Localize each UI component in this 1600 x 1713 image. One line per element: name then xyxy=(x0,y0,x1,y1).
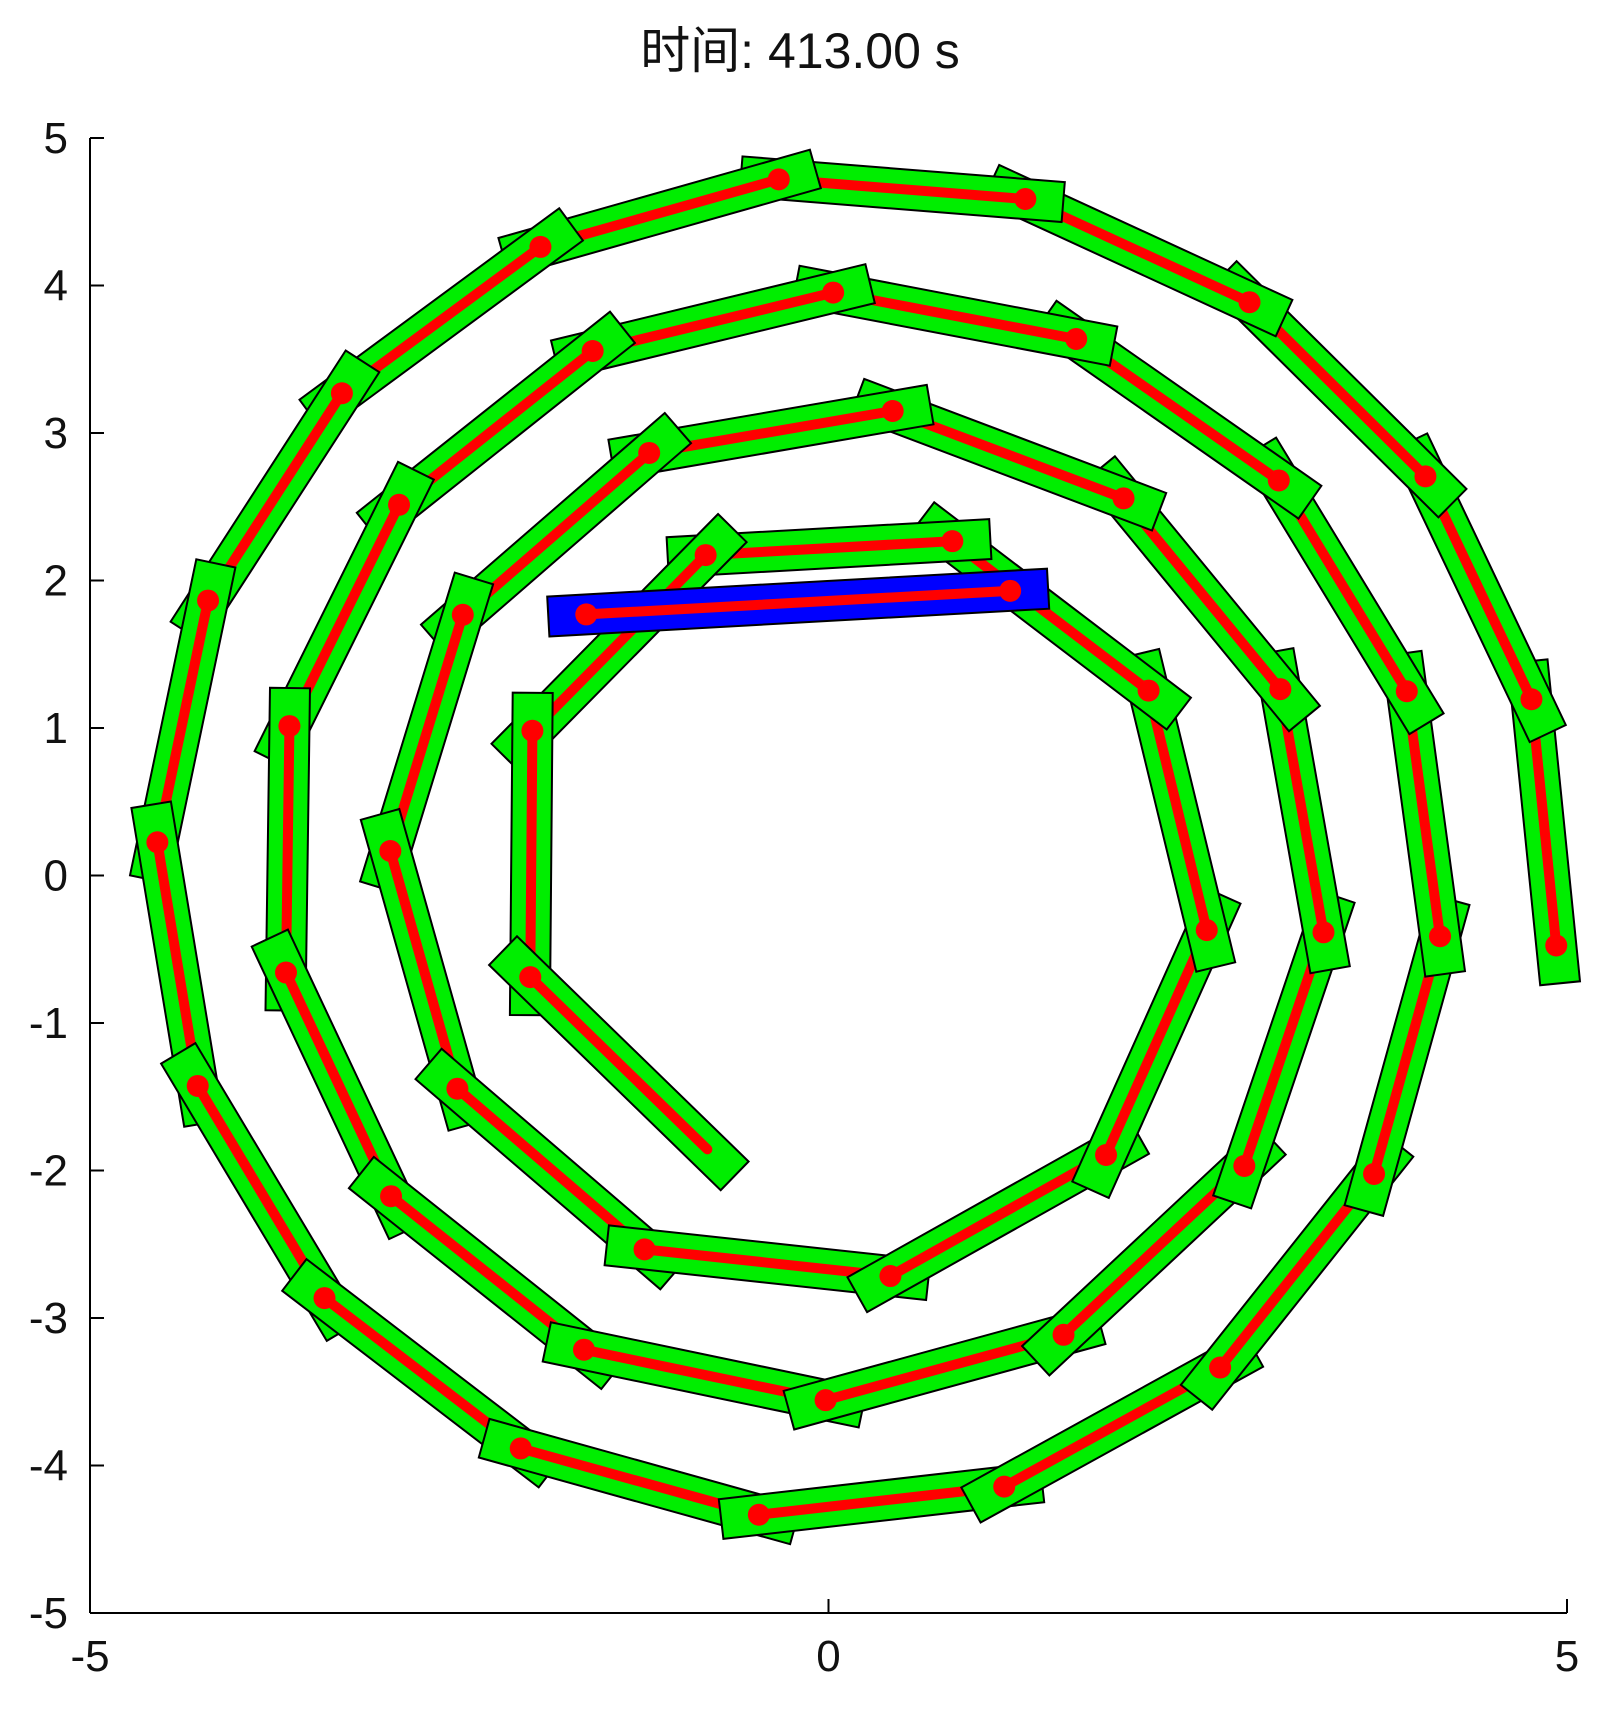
hinge-point xyxy=(814,1389,837,1412)
hinge-point xyxy=(1520,688,1543,711)
y-tick-label: -5 xyxy=(29,1589,68,1638)
hinge-point xyxy=(575,603,598,626)
body-segment-centerline xyxy=(385,845,463,1094)
hinge-point xyxy=(278,715,301,738)
hinge-point xyxy=(509,1437,532,1460)
body-segment-centerline xyxy=(644,406,898,458)
body-segment xyxy=(490,512,749,774)
hinge-point xyxy=(881,400,904,423)
hinge-point xyxy=(1363,1162,1386,1185)
hinge-point xyxy=(1429,925,1452,948)
hinge-point xyxy=(521,719,544,742)
head-segment-centerline xyxy=(581,585,1016,620)
y-ticks: 5 4 3 2 1 0 -1 -2 -3 -4 -5 xyxy=(29,114,104,1638)
y-tick-label: -4 xyxy=(29,1442,68,1491)
hinge-point xyxy=(330,382,353,405)
hinge-point xyxy=(638,441,661,464)
body-segment-centerline xyxy=(525,725,538,983)
hinge-point xyxy=(993,1475,1016,1498)
head-hinge-point xyxy=(999,579,1022,602)
hinge-point xyxy=(1545,934,1568,957)
body-segment-centerline xyxy=(639,1244,896,1282)
hinge-point xyxy=(767,168,790,191)
hinge-point xyxy=(380,1185,403,1208)
hinge-point xyxy=(446,1077,469,1100)
chain-segments xyxy=(128,148,1582,1546)
hinge-point xyxy=(1112,487,1135,510)
hinge-point xyxy=(197,589,220,612)
hinge-point xyxy=(388,493,411,516)
hinge-point xyxy=(1095,1143,1118,1166)
chart-title: 时间: 413.00 s xyxy=(640,23,960,79)
x-tick-label: -5 xyxy=(70,1632,109,1681)
hinge-point xyxy=(1238,291,1261,314)
body-segment-centerline xyxy=(947,536,1154,696)
hinge-point xyxy=(694,544,717,567)
body-segment-centerline xyxy=(1143,685,1212,936)
y-tick-label: 3 xyxy=(44,409,68,458)
hinge-point xyxy=(451,603,474,626)
y-tick-label: 0 xyxy=(44,852,68,901)
hinge-point xyxy=(1312,921,1335,944)
y-tick-label: 2 xyxy=(44,557,68,606)
body-segment-centerline xyxy=(885,1149,1112,1282)
hinge-point xyxy=(1269,678,1292,701)
hinge-point xyxy=(1414,465,1437,488)
y-tick-label: 5 xyxy=(44,114,68,163)
body-segment-centerline xyxy=(527,550,711,736)
body-segment-centerline xyxy=(452,1083,650,1255)
body-segment xyxy=(359,807,489,1132)
body-segment-centerline xyxy=(457,447,655,620)
hinge-point xyxy=(1267,469,1290,492)
hinge-point xyxy=(186,1074,209,1097)
y-tick-label: 1 xyxy=(44,704,68,753)
head-segment xyxy=(546,567,1051,638)
hinge-point xyxy=(1233,1154,1256,1177)
hinge-point xyxy=(519,966,542,989)
hinge-point xyxy=(941,530,964,553)
hinge-point xyxy=(313,1287,336,1310)
body-segment xyxy=(487,934,751,1192)
hinge-point xyxy=(1395,680,1418,703)
hinge-point xyxy=(274,961,297,984)
hinge-point xyxy=(1052,1323,1075,1346)
hinge-point xyxy=(529,235,552,258)
y-tick-label: 4 xyxy=(44,262,68,311)
y-tick-label: -1 xyxy=(29,999,68,1048)
hinge-point xyxy=(1195,919,1218,942)
hinge-point xyxy=(633,1238,656,1261)
hinge-point xyxy=(379,839,402,862)
hinge-point xyxy=(146,831,169,854)
body-segment-centerline xyxy=(385,609,468,856)
y-tick-label: -2 xyxy=(29,1147,68,1196)
hinge-point xyxy=(1014,188,1037,211)
hinge-point xyxy=(879,1265,902,1288)
body-segment-centerline xyxy=(1101,925,1212,1160)
hinge-point xyxy=(1065,327,1088,350)
x-tick-label: 5 xyxy=(1555,1632,1579,1681)
x-ticks: -5 0 5 xyxy=(70,1599,1579,1681)
hinge-point xyxy=(747,1503,770,1526)
body-segment xyxy=(846,1117,1151,1314)
x-tick-label: 0 xyxy=(816,1632,840,1681)
y-tick-label: -3 xyxy=(29,1294,68,1343)
hinge-point xyxy=(822,281,845,304)
body-segment-centerline xyxy=(700,536,958,561)
hinge-point xyxy=(572,1338,595,1361)
body-segment-centerline xyxy=(525,972,713,1155)
hinge-point xyxy=(1209,1356,1232,1379)
hinge-point xyxy=(581,339,604,362)
body-segment xyxy=(508,691,554,1017)
hinge-point xyxy=(1137,679,1160,702)
